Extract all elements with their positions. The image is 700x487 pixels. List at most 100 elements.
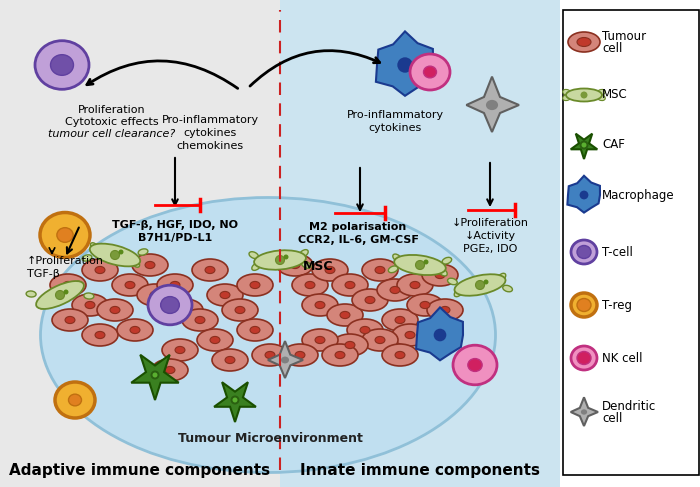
Ellipse shape (230, 395, 239, 405)
Ellipse shape (580, 141, 589, 150)
Text: ↑Proliferation
TGF-β: ↑Proliferation TGF-β (27, 256, 104, 279)
Ellipse shape (395, 317, 405, 323)
Ellipse shape (434, 329, 447, 341)
Ellipse shape (167, 299, 203, 321)
Ellipse shape (322, 344, 358, 366)
Ellipse shape (577, 37, 591, 46)
Ellipse shape (26, 291, 36, 297)
Ellipse shape (82, 255, 92, 261)
Ellipse shape (212, 349, 248, 371)
Ellipse shape (503, 285, 512, 292)
Ellipse shape (64, 289, 69, 295)
Ellipse shape (397, 274, 433, 296)
Ellipse shape (340, 311, 350, 318)
Text: Tumour Microenvironment: Tumour Microenvironment (178, 432, 363, 445)
Ellipse shape (568, 32, 600, 52)
Ellipse shape (580, 92, 587, 98)
Ellipse shape (40, 212, 90, 258)
Ellipse shape (82, 259, 118, 281)
Ellipse shape (427, 299, 463, 321)
Ellipse shape (335, 352, 345, 358)
Ellipse shape (281, 356, 289, 363)
Ellipse shape (389, 266, 398, 273)
Text: Macrophage: Macrophage (602, 188, 675, 202)
Ellipse shape (393, 254, 402, 262)
Polygon shape (376, 31, 433, 96)
Ellipse shape (416, 261, 424, 269)
Ellipse shape (382, 309, 418, 331)
Polygon shape (268, 341, 303, 378)
Ellipse shape (55, 382, 95, 418)
Ellipse shape (484, 280, 489, 284)
Ellipse shape (36, 281, 84, 309)
Ellipse shape (182, 309, 218, 331)
Ellipse shape (225, 356, 235, 364)
Ellipse shape (117, 319, 153, 341)
Ellipse shape (577, 352, 591, 364)
Ellipse shape (302, 294, 338, 316)
Ellipse shape (73, 281, 80, 290)
Ellipse shape (265, 352, 275, 358)
Ellipse shape (315, 301, 325, 309)
Ellipse shape (345, 341, 355, 349)
Ellipse shape (50, 55, 74, 75)
Ellipse shape (305, 281, 315, 289)
Ellipse shape (148, 285, 192, 325)
Ellipse shape (332, 334, 368, 356)
Ellipse shape (312, 259, 348, 281)
Ellipse shape (302, 329, 338, 351)
Ellipse shape (571, 240, 597, 264)
Ellipse shape (447, 278, 457, 285)
Ellipse shape (362, 259, 398, 281)
Text: cell: cell (602, 41, 622, 55)
Ellipse shape (69, 394, 81, 406)
Ellipse shape (566, 89, 602, 101)
Ellipse shape (410, 281, 420, 289)
Ellipse shape (596, 90, 606, 96)
Text: TGF-β, HGF, IDO, NO
B7H1/PD-L1: TGF-β, HGF, IDO, NO B7H1/PD-L1 (112, 220, 238, 243)
Ellipse shape (250, 281, 260, 289)
Text: Tumour: Tumour (602, 30, 646, 42)
Ellipse shape (277, 254, 313, 276)
Ellipse shape (145, 262, 155, 268)
Ellipse shape (410, 54, 450, 90)
Text: T-reg: T-reg (602, 299, 632, 312)
Ellipse shape (130, 326, 140, 334)
Ellipse shape (571, 293, 597, 317)
Ellipse shape (392, 324, 428, 346)
Polygon shape (131, 355, 178, 400)
Polygon shape (466, 76, 519, 132)
Ellipse shape (440, 306, 450, 314)
Ellipse shape (132, 254, 168, 276)
Text: CAF: CAF (602, 138, 625, 151)
Ellipse shape (237, 274, 273, 296)
Bar (563, 10, 699, 475)
Ellipse shape (57, 228, 73, 243)
Ellipse shape (132, 259, 139, 267)
Ellipse shape (581, 410, 587, 414)
Text: MSC: MSC (302, 260, 333, 273)
Ellipse shape (497, 273, 506, 281)
Ellipse shape (438, 268, 447, 276)
Bar (280, 0, 560, 487)
Ellipse shape (352, 289, 388, 311)
Ellipse shape (52, 309, 88, 331)
Text: Cytotoxic effects: Cytotoxic effects (65, 117, 159, 127)
Ellipse shape (375, 266, 385, 274)
Ellipse shape (571, 346, 597, 370)
Ellipse shape (292, 274, 328, 296)
Ellipse shape (153, 373, 158, 377)
Ellipse shape (161, 297, 179, 314)
Ellipse shape (382, 344, 418, 366)
Ellipse shape (486, 100, 498, 110)
Ellipse shape (95, 332, 105, 338)
Ellipse shape (118, 249, 123, 255)
Ellipse shape (84, 293, 94, 299)
Ellipse shape (254, 250, 306, 270)
Ellipse shape (596, 94, 606, 101)
Ellipse shape (365, 297, 375, 303)
Ellipse shape (41, 198, 496, 472)
Ellipse shape (398, 57, 413, 73)
Ellipse shape (195, 317, 205, 323)
Ellipse shape (327, 304, 363, 326)
